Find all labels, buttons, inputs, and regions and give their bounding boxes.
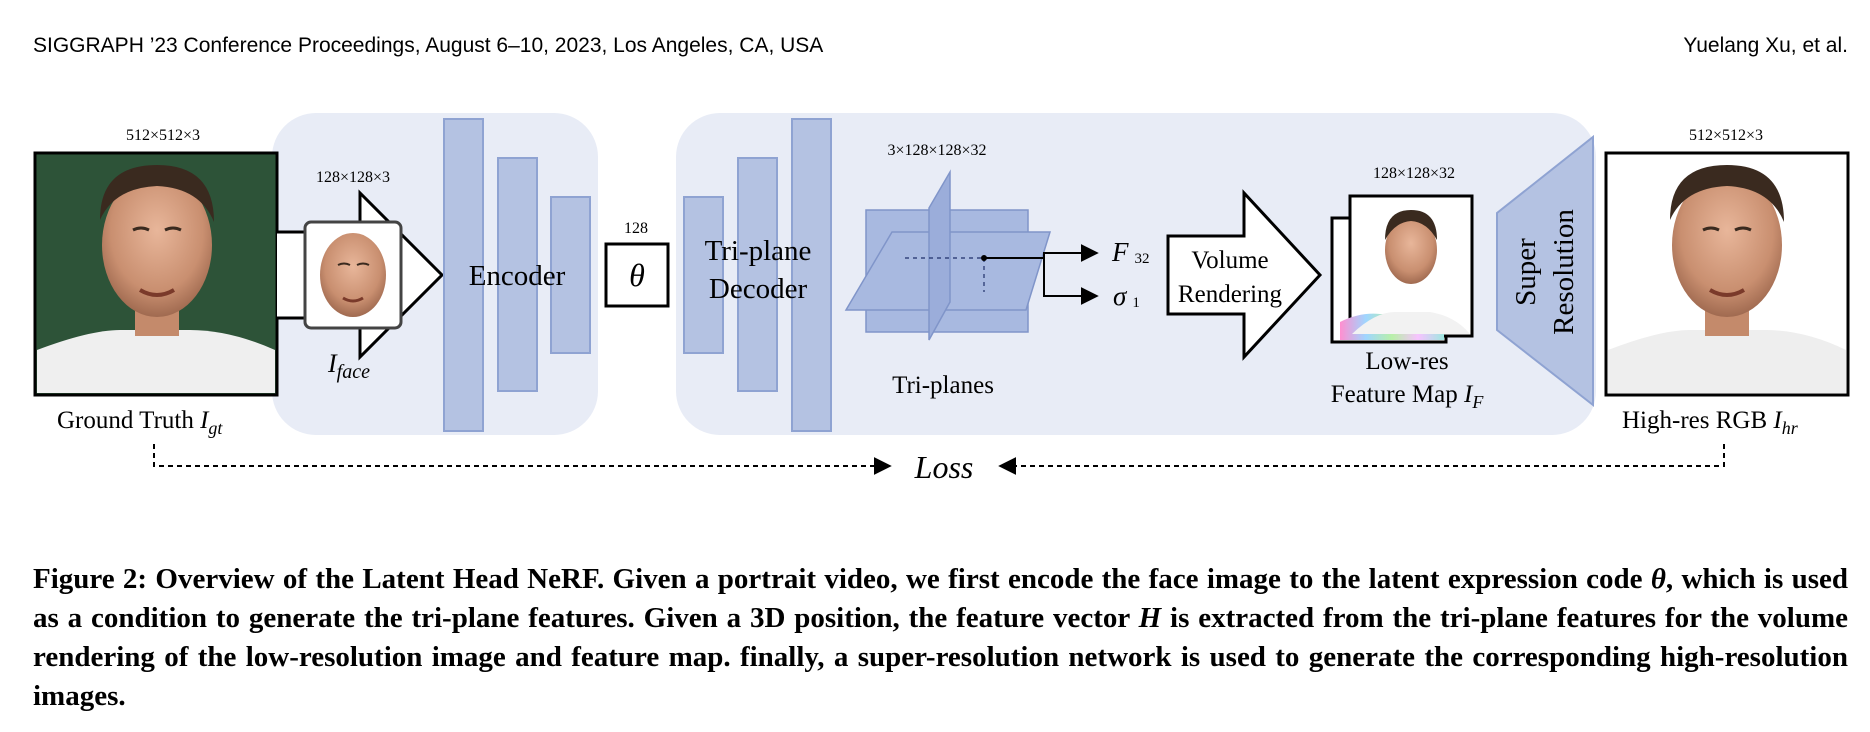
ground-truth-image	[33, 151, 279, 397]
latent-code-box	[604, 242, 670, 308]
decoder-panel	[676, 113, 1596, 435]
high-res-dims: 512×512×3	[1689, 127, 1763, 144]
super-resolution-line2: Resolution	[1548, 209, 1580, 335]
encoder-block-3	[550, 196, 591, 354]
decoder-block-2	[737, 157, 778, 392]
feature-output-label: F 32	[1111, 237, 1150, 267]
encoder-block-2	[497, 157, 538, 392]
super-resolution-block	[1496, 134, 1594, 408]
pipeline-figure: 512×512×3 Ground Truth Igt 128×128×3 Ifa…	[33, 113, 1850, 485]
high-res-image	[1604, 151, 1850, 397]
running-header-left: SIGGRAPH ’23 Conference Proceedings, Aug…	[33, 34, 824, 57]
volume-rendering-line2: Rendering	[1178, 281, 1283, 308]
encoder-label: Encoder	[469, 260, 566, 292]
triplanes-dims: 3×128×128×32	[887, 142, 986, 159]
volume-rendering-arrow	[1166, 189, 1323, 361]
figure-caption: Figure 2: Overview of the Latent Head Ne…	[33, 563, 1849, 712]
volume-rendering-line1: Volume	[1191, 247, 1268, 274]
feature-map-line2: Feature Map IF	[1331, 381, 1485, 412]
ground-truth-dims: 512×512×3	[126, 127, 200, 144]
face-crop-label: Iface	[327, 349, 370, 383]
high-res-caption: High-res RGB Ihr	[1622, 407, 1799, 438]
face-crop-image	[303, 220, 403, 330]
encoder-block-1	[443, 118, 484, 432]
theta-symbol: θ	[629, 257, 645, 293]
loss-label: Loss	[914, 449, 974, 485]
feature-map-line1: Low-res	[1365, 348, 1448, 375]
feature-map-stack	[1330, 194, 1474, 344]
latent-dims: 128	[624, 220, 648, 237]
running-header-right: Yuelang Xu, et al.	[1683, 34, 1848, 57]
loss-line-right	[998, 444, 1725, 475]
decoder-label-line2: Decoder	[709, 273, 808, 305]
decoder-label-line1: Tri-plane	[705, 235, 812, 267]
super-resolution-line1: Super	[1510, 238, 1542, 306]
face-crop-dims: 128×128×3	[316, 169, 390, 186]
ground-truth-caption: Ground Truth Igt	[57, 407, 223, 438]
decoder-block-1	[683, 196, 724, 354]
triplanes-label: Tri-planes	[892, 372, 994, 399]
triplanes-graphic	[844, 169, 1052, 341]
feature-map-dims: 128×128×32	[1373, 165, 1455, 182]
loss-line-left	[153, 444, 892, 475]
decoder-block-3	[791, 118, 832, 432]
